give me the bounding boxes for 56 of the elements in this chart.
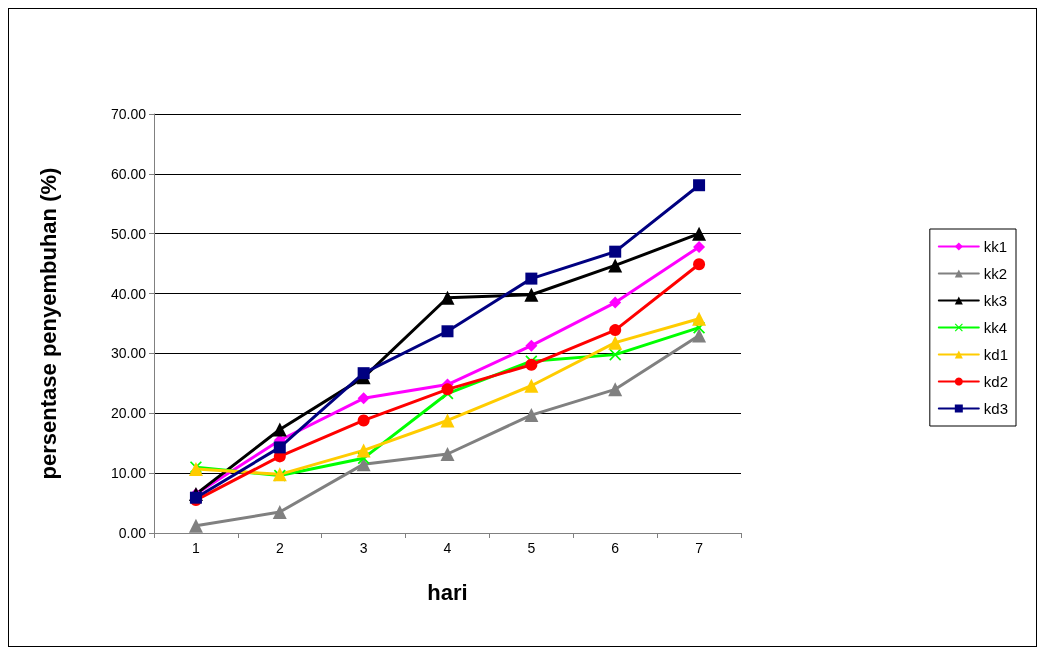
point <box>525 339 538 352</box>
y-tick-label: 40.00 <box>110 285 147 302</box>
point <box>608 258 623 273</box>
point <box>272 422 287 437</box>
point <box>693 179 706 192</box>
point <box>692 226 707 241</box>
point <box>356 443 371 458</box>
legend-label: kd1 <box>983 346 1008 363</box>
legend-label: kk1 <box>983 238 1008 255</box>
point <box>525 272 538 285</box>
point <box>692 328 707 343</box>
point <box>609 348 622 361</box>
point <box>273 441 286 454</box>
y-tick-label: 10.00 <box>110 465 147 482</box>
point <box>609 296 622 309</box>
point <box>609 324 622 337</box>
legend-label: kd2 <box>983 373 1008 390</box>
x-tick-label: 5 <box>527 540 536 556</box>
point <box>188 518 203 533</box>
x-tick-label: 6 <box>611 540 620 556</box>
point <box>692 311 707 326</box>
point <box>524 408 539 423</box>
point <box>693 258 706 271</box>
point <box>356 457 371 472</box>
point <box>693 240 706 253</box>
point <box>441 383 454 396</box>
x-tick-label: 7 <box>695 540 704 556</box>
y-tick-label: 0.00 <box>118 525 147 541</box>
y-tick-label: 50.00 <box>110 225 147 242</box>
point <box>440 446 455 461</box>
x-tick-label: 2 <box>275 540 284 556</box>
legend-label: kd3 <box>983 400 1008 417</box>
y-tick-label: 70.00 <box>110 106 147 122</box>
y-axis-title: persentase penyembuhan (%) <box>35 167 61 480</box>
point <box>609 245 622 258</box>
point <box>441 325 454 338</box>
legend-label: kk4 <box>983 319 1008 336</box>
point <box>357 392 370 405</box>
point <box>272 505 287 520</box>
point <box>608 382 623 397</box>
y-tick-label: 60.00 <box>110 165 147 182</box>
point <box>440 413 455 428</box>
x-tick-label: 3 <box>359 540 368 556</box>
point <box>357 367 370 380</box>
point <box>524 287 539 302</box>
legend-label: kk3 <box>983 292 1008 309</box>
x-tick-label: 4 <box>443 540 452 556</box>
legend-label: kk2 <box>983 265 1008 282</box>
point <box>608 335 623 350</box>
x-tick-label: 1 <box>192 540 201 556</box>
x-axis-title: hari <box>427 579 468 605</box>
point <box>357 414 370 427</box>
y-tick-label: 20.00 <box>110 405 147 422</box>
point <box>440 290 455 305</box>
point <box>524 378 539 393</box>
y-tick-label: 30.00 <box>110 345 147 362</box>
